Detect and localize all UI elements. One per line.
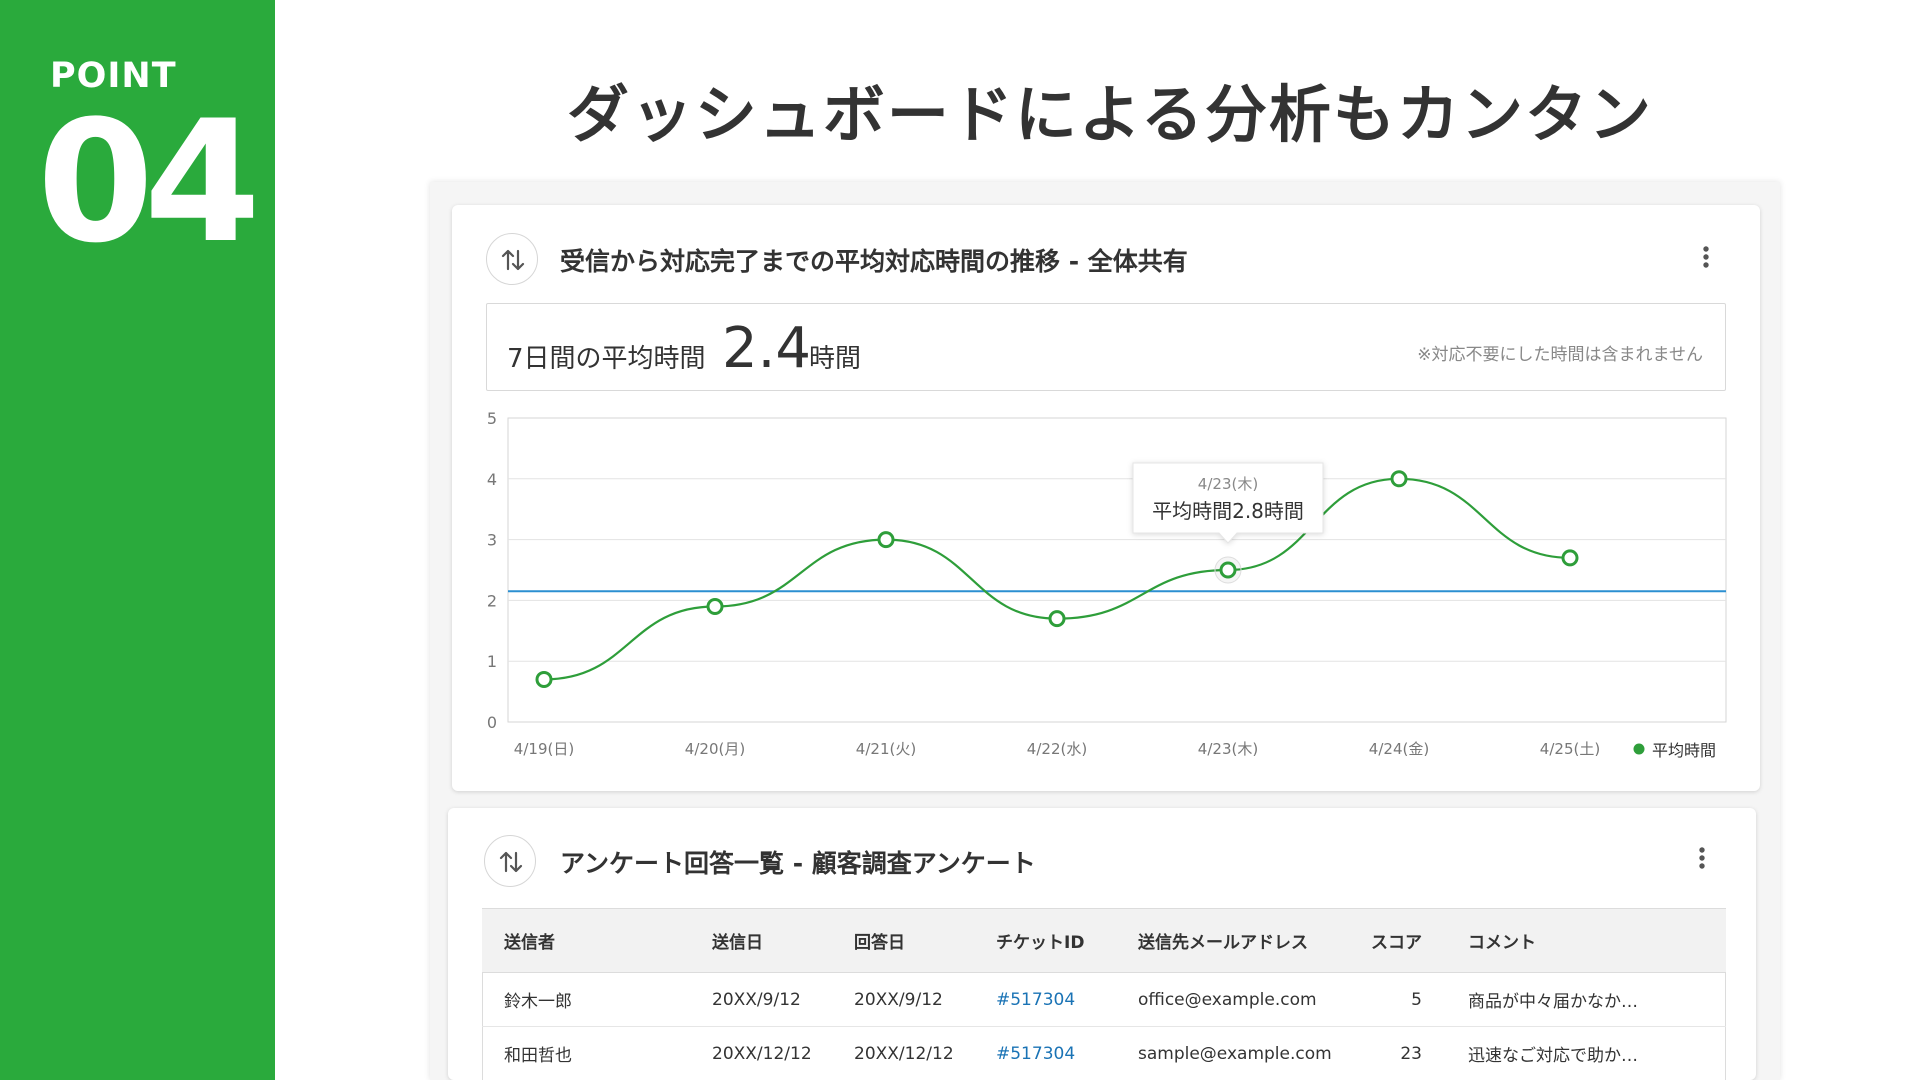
y-tick-label: 1 [487, 652, 497, 671]
x-tick-label: 4/21(火) [856, 740, 916, 758]
x-tick-label: 4/20(月) [685, 740, 745, 758]
summary-note: ※対応不要にした時間は含まれません [1417, 345, 1703, 365]
page-title: ダッシュボードによる分析もカンタン [566, 78, 1654, 151]
column-header-score[interactable]: スコア [1368, 908, 1422, 973]
survey-table: 送信者 送信日 回答日 チケットID 送信先メールアドレス スコア コメント 鈴… [482, 908, 1726, 1080]
tooltip-box [1132, 462, 1324, 544]
data-point [535, 670, 553, 688]
ticket-link[interactable]: #517304 [996, 989, 1076, 1010]
cell-sent-date: 20XX/9/12 [712, 972, 854, 1027]
average-summary-box: 7日間の平均時間 2.4 時間 ※対応不要にした時間は含まれません [486, 303, 1726, 391]
data-point [1048, 610, 1066, 628]
point-label: POINT [50, 56, 177, 96]
point-sidebar: POINT 04 [0, 0, 275, 1080]
more-options-icon[interactable] [1696, 243, 1716, 273]
summary-unit: 時間 [809, 344, 862, 374]
y-tick-label: 2 [487, 591, 497, 610]
summary-value: 2.4 [722, 316, 812, 381]
cell-comment: 商品が中々届かなか… [1422, 972, 1726, 1027]
cell-email: sample@example.com [1138, 1026, 1368, 1080]
data-point [1219, 561, 1237, 579]
cell-answer-date: 20XX/12/12 [854, 1026, 996, 1080]
cell-score: 23 [1368, 1026, 1422, 1080]
cell-answer-date: 20XX/9/12 [854, 972, 996, 1027]
data-point [706, 597, 724, 615]
x-tick-label: 4/25(土) [1540, 740, 1600, 758]
column-header-comment[interactable]: コメント [1422, 908, 1726, 973]
column-header-answer-date[interactable]: 回答日 [854, 908, 996, 973]
cell-sent-date: 20XX/12/12 [712, 1026, 854, 1080]
legend-label: 平均時間 [1652, 741, 1716, 760]
line-chart: 0 1 2 3 4 5 4/19(日) 4/20(月) 4/21(火) 4/22(水) 4/23(木… [487, 409, 1727, 760]
summary-prefix: 7日間の平均時間 [507, 344, 706, 374]
series-line-average-time [543, 477, 1571, 681]
cell-email: office@example.com [1138, 972, 1368, 1027]
y-tick-label: 4 [487, 470, 497, 489]
x-tick-label: 4/23(木) [1198, 740, 1258, 758]
x-tick-label: 4/22(水) [1027, 740, 1087, 758]
column-header-sent-date[interactable]: 送信日 [712, 908, 854, 973]
tooltip-date: 4/23(木) [1198, 475, 1258, 493]
sort-arrows-icon[interactable] [486, 233, 538, 285]
cell-score: 5 [1368, 972, 1422, 1027]
cell-comment: 迅速なご対応で助か… [1422, 1026, 1726, 1080]
y-tick-label: 0 [487, 713, 497, 732]
y-tick-label: 5 [487, 409, 497, 428]
data-point [1561, 549, 1579, 567]
x-tick-label: 4/24(金) [1369, 740, 1429, 758]
table-row[interactable]: 鈴木一郎 20XX/9/12 20XX/9/12 #517304 office@… [482, 972, 1726, 1027]
y-tick-label: 3 [487, 531, 497, 550]
column-header-ticket-id[interactable]: チケットID [996, 908, 1138, 973]
cell-sender: 和田哲也 [482, 1026, 712, 1080]
widget-title: 受信から対応完了までの平均対応時間の推移 - 全体共有 [560, 247, 1188, 276]
survey-responses-widget: アンケート回答一覧 - 顧客調査アンケート 送信者 送信日 回答日 チケットID… [448, 808, 1756, 1080]
avg-response-time-widget: 受信から対応完了までの平均対応時間の推移 - 全体共有 7日間の平均時間 2.4… [452, 205, 1760, 791]
table-row[interactable]: 和田哲也 20XX/12/12 20XX/12/12 #517304 sampl… [482, 1026, 1726, 1080]
tooltip-value: 平均時間2.8時間 [1152, 499, 1304, 523]
data-point [877, 531, 895, 549]
point-number: 04 [37, 84, 261, 280]
sort-arrows-icon[interactable] [484, 835, 536, 887]
data-point [1390, 470, 1408, 488]
column-header-sender[interactable]: 送信者 [482, 908, 712, 973]
column-header-email[interactable]: 送信先メールアドレス [1138, 908, 1368, 973]
table-header-row: 送信者 送信日 回答日 チケットID 送信先メールアドレス スコア コメント [482, 908, 1726, 973]
x-tick-label: 4/19(日) [514, 740, 574, 758]
more-options-icon[interactable] [1692, 844, 1712, 874]
widget-title: アンケート回答一覧 - 顧客調査アンケート [560, 849, 1036, 878]
legend-marker [1633, 743, 1645, 755]
ticket-link[interactable]: #517304 [996, 1043, 1076, 1064]
cell-sender: 鈴木一郎 [482, 972, 712, 1027]
plot-frame [507, 417, 1727, 723]
